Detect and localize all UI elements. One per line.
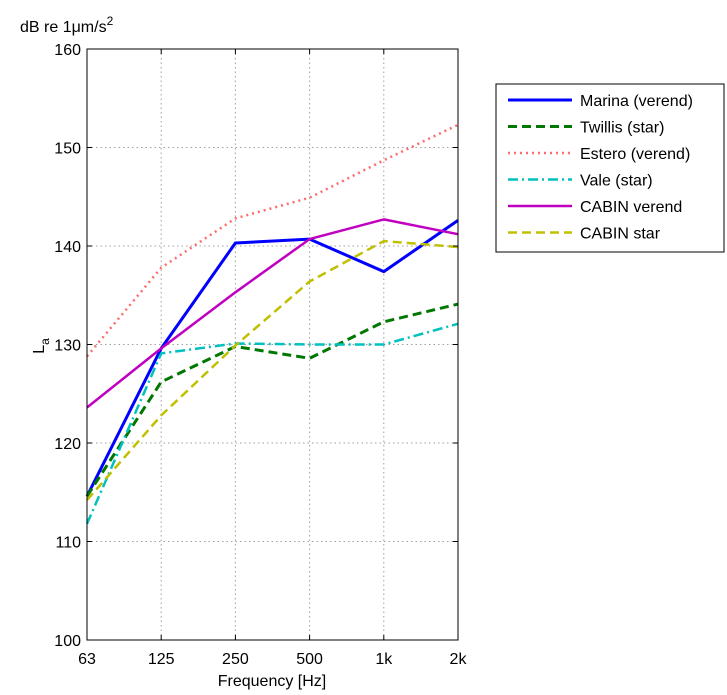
y-tick-label: 100 — [54, 633, 81, 650]
x-tick-label: 2k — [450, 651, 468, 668]
y-axis-title: La — [31, 338, 52, 354]
y-tick-label: 150 — [54, 141, 81, 158]
series-line — [85, 302, 459, 498]
series-line — [86, 218, 459, 409]
legend-label: Vale (star) — [580, 173, 653, 190]
y-tick-label: 120 — [54, 436, 81, 453]
unit-label: dB re 1μm/s2 — [20, 14, 114, 36]
series-line — [86, 123, 459, 358]
legend-label: Estero (verend) — [580, 146, 690, 163]
x-tick-label: 1k — [375, 651, 393, 668]
y-axis-ticks: 100 110 120 130 140 150 160 — [54, 42, 458, 650]
grid-lines — [87, 49, 458, 640]
y-tick-label: 130 — [54, 338, 81, 355]
series-line — [86, 239, 459, 501]
y-tick-label: 110 — [55, 535, 81, 552]
x-tick-label: 500 — [296, 651, 323, 668]
legend: Marina (verend) Twillis (star) Estero (ver… — [495, 83, 725, 253]
legend-label: CABIN verend — [580, 199, 682, 216]
x-axis-title: Frequency [Hz] — [218, 673, 326, 690]
y-tick-label: 160 — [54, 42, 81, 59]
legend-box — [495, 83, 725, 253]
x-tick-label: 63 — [78, 651, 96, 668]
series-line — [85, 219, 459, 497]
legend-label: Marina (verend) — [580, 93, 693, 110]
x-tick-label: 250 — [222, 651, 249, 668]
x-axis-ticks: 63 125 250 500 1k 2k — [78, 49, 467, 668]
series-layer — [85, 123, 459, 525]
y-tick-label: 140 — [54, 239, 81, 256]
legend-label: Twillis (star) — [580, 120, 664, 137]
legend-label: CABIN star — [580, 226, 661, 243]
x-tick-label: 125 — [148, 651, 175, 668]
series-line — [85, 322, 459, 525]
